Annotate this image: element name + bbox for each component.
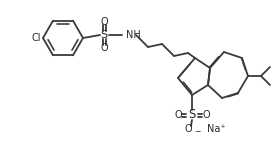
Text: −: − [194, 127, 200, 136]
Text: O: O [100, 17, 108, 27]
Text: O: O [202, 110, 210, 120]
Text: O: O [174, 110, 182, 120]
Text: O: O [184, 124, 192, 134]
Text: S: S [101, 30, 107, 40]
Text: Cl: Cl [32, 33, 41, 43]
Text: NH: NH [126, 30, 141, 40]
Text: O: O [100, 43, 108, 53]
Text: S: S [188, 109, 196, 122]
Text: Na⁺: Na⁺ [207, 124, 226, 134]
